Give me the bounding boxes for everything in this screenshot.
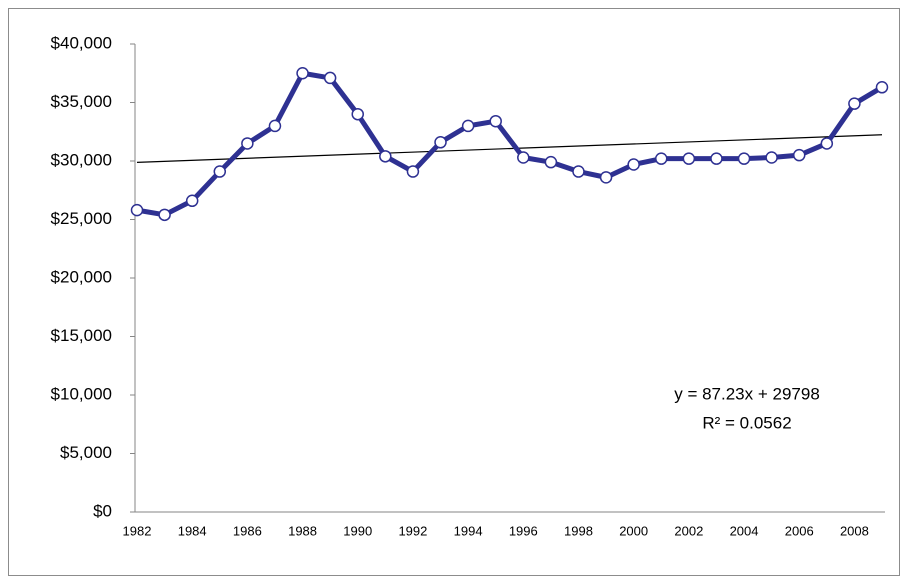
point — [792, 148, 806, 162]
x-tick-label: 1996 — [509, 523, 538, 538]
point — [848, 97, 861, 110]
y-tick-label: $15,000 — [51, 326, 112, 345]
x-tick-label: 1988 — [288, 523, 317, 538]
point — [296, 67, 309, 80]
point — [599, 171, 613, 184]
point — [572, 165, 585, 178]
point — [489, 114, 502, 128]
x-tick-label: 1998 — [564, 523, 593, 538]
y-tick-label: $40,000 — [51, 33, 112, 52]
point — [379, 150, 392, 163]
x-tick-label: 1986 — [233, 523, 262, 538]
point — [820, 137, 834, 150]
x-tick-label: 2002 — [674, 523, 703, 538]
point — [323, 71, 337, 85]
x-tick-label: 2006 — [785, 523, 814, 538]
y-tick-label: $0 — [93, 501, 112, 520]
point — [461, 119, 475, 133]
point — [710, 152, 723, 165]
x-tick-label: 1990 — [343, 523, 372, 538]
point — [875, 81, 889, 94]
point — [737, 152, 751, 165]
chart-frame — [8, 8, 900, 576]
series-line — [136, 70, 884, 218]
point — [185, 194, 199, 208]
y-tick-label: $5,000 — [60, 443, 112, 462]
x-tick-label: 1984 — [178, 523, 207, 538]
point — [351, 107, 364, 121]
y-tick-label: $35,000 — [51, 92, 112, 111]
x-tick-label: 1994 — [454, 523, 483, 538]
point — [765, 151, 778, 164]
x-tick-label: 1982 — [123, 523, 152, 538]
y-tick-label: $30,000 — [51, 150, 112, 169]
y-tick-label: $20,000 — [51, 267, 112, 286]
point — [682, 152, 696, 165]
point — [158, 208, 171, 222]
point — [241, 137, 254, 150]
x-tick-label: 2004 — [730, 523, 759, 538]
point — [627, 158, 640, 171]
point — [268, 119, 282, 133]
y-tick-label: $25,000 — [51, 209, 112, 228]
point — [130, 203, 144, 217]
x-tick-label: 2000 — [619, 523, 648, 538]
point — [213, 165, 227, 178]
point — [517, 151, 530, 164]
point — [655, 152, 668, 165]
point — [434, 136, 447, 149]
y-tick-label: $10,000 — [51, 384, 112, 403]
trend-line — [136, 134, 883, 163]
trend-r-squared: R² = 0.0562 — [702, 413, 791, 432]
point — [544, 155, 558, 169]
x-tick-label: 1992 — [398, 523, 427, 538]
point — [406, 165, 420, 178]
trend-equation: y = 87.23x + 29798 — [674, 384, 820, 403]
x-tick-label: 2008 — [840, 523, 869, 538]
